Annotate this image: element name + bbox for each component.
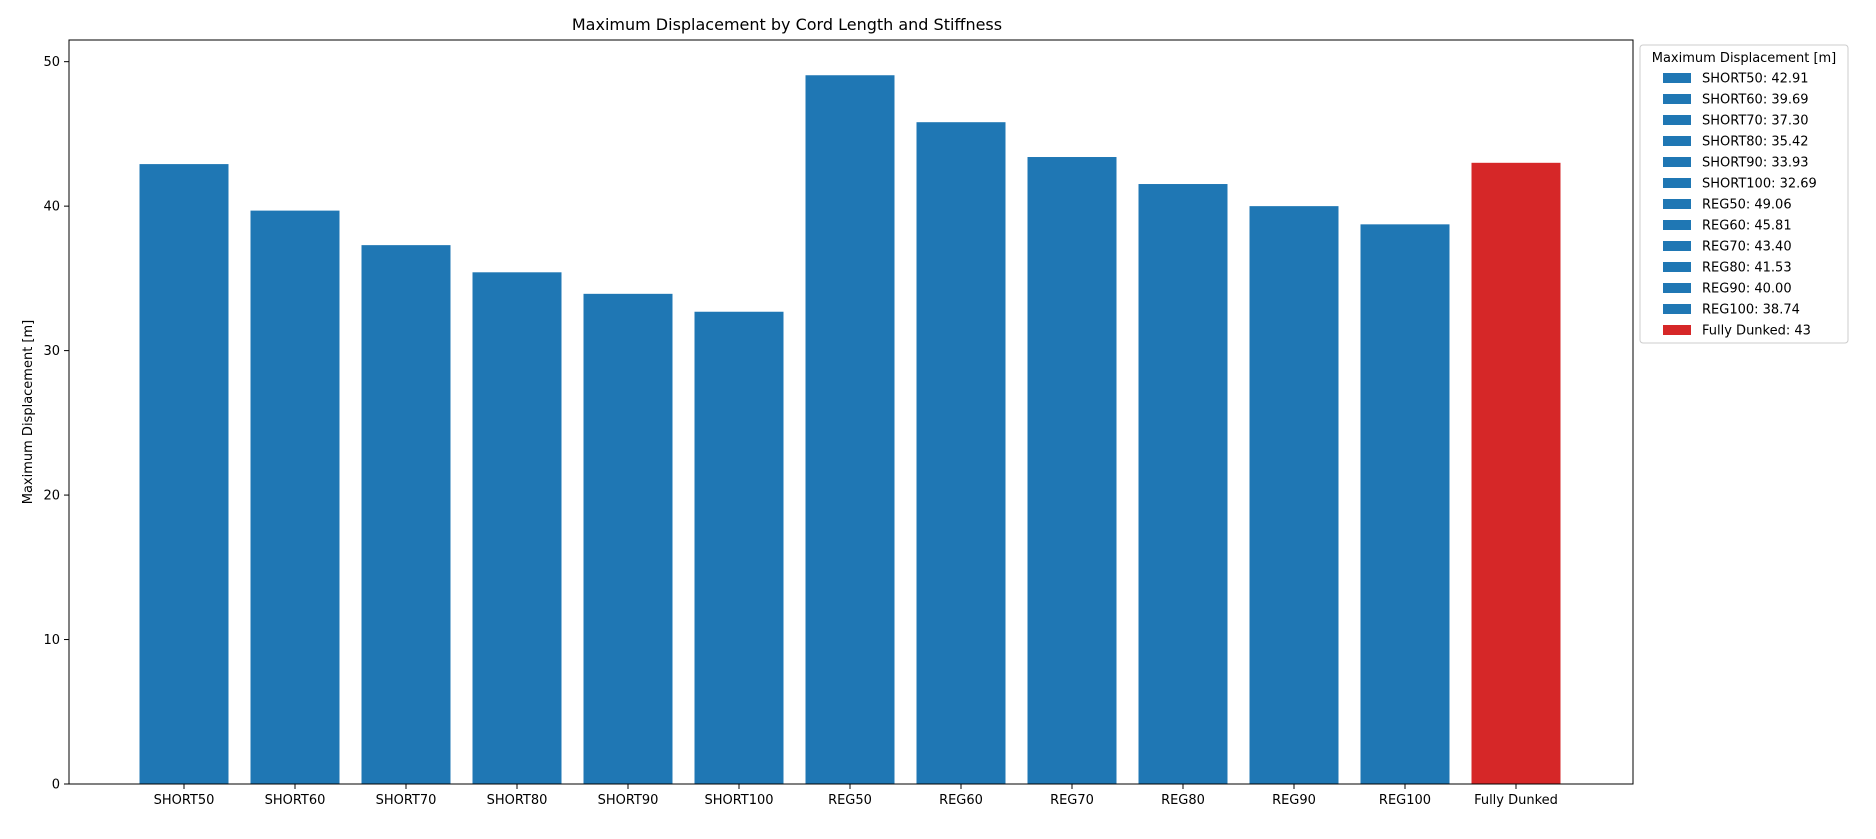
legend-entry: SHORT100: 32.69 [1702,177,1817,192]
legend-swatch [1663,178,1691,188]
x-tick-label: SHORT90 [598,793,659,808]
legend-entry: REG100: 38.74 [1702,303,1800,318]
x-tick-label: REG100 [1379,793,1431,808]
y-axis: 0 10 20 30 40 50 [43,55,69,793]
legend-items: SHORT50: 42.91 SHORT60: 39.69 SHORT70: 37.… [1663,72,1817,339]
bar-short80 [472,272,562,784]
legend-entry: REG60: 45.81 [1702,219,1792,234]
bar-short100 [694,311,784,784]
y-tick-label: 20 [43,489,60,504]
legend-entry: SHORT50: 42.91 [1702,72,1809,87]
legend-swatch [1663,220,1691,230]
bar-short50 [139,164,229,785]
legend-swatch [1663,157,1691,167]
y-tick-label: 50 [43,55,60,70]
x-tick-label: SHORT70 [376,793,437,808]
x-tick-label: SHORT60 [265,793,326,808]
legend-swatch [1663,136,1691,146]
legend-swatch [1663,94,1691,104]
bar-reg80 [1138,184,1228,784]
y-axis-label: Maximum Displacement [m] [21,320,36,505]
bar-short70 [361,245,451,784]
legend-entry: SHORT90: 33.93 [1702,156,1809,171]
plot-frame [68,39,1634,785]
bar-reg70 [1027,157,1117,784]
legend-entry: SHORT60: 39.69 [1702,93,1809,108]
legend-swatch [1663,304,1691,314]
legend-entry: Fully Dunked: 43 [1702,324,1811,339]
bar-short60 [250,210,340,785]
x-axis: SHORT50 SHORT60 SHORT70 SHORT80 SHORT90 SHORT… [154,784,1558,808]
bar-reg90 [1249,206,1339,784]
legend-swatch [1663,73,1691,83]
legend-entry: REG70: 43.40 [1702,240,1792,255]
legend-title: Maximum Displacement [m] [1652,51,1837,66]
plot-area [139,75,1561,785]
legend-entry: SHORT80: 35.42 [1702,135,1809,150]
bar-short90 [583,293,673,784]
bar-fully-dunked [1471,162,1561,785]
legend-entry: REG80: 41.53 [1702,261,1792,276]
legend-entry: REG50: 49.06 [1702,198,1792,213]
y-tick-label: 40 [43,200,60,215]
x-tick-label: REG90 [1272,793,1316,808]
legend-swatch [1663,199,1691,209]
legend-entry: REG90: 40.00 [1702,282,1792,297]
legend-swatch [1663,115,1691,125]
legend-swatch [1663,241,1691,251]
bar-reg50 [805,75,895,784]
chart-title: Maximum Displacement by Cord Length and … [572,15,1002,34]
bar-reg60 [916,122,1006,784]
x-tick-label: SHORT50 [154,793,215,808]
y-tick-label: 30 [43,344,60,359]
legend: Maximum Displacement [m] SHORT50: 42.91S… [1639,44,1849,344]
bar-reg100 [1360,224,1450,785]
x-tick-label: SHORT80 [487,793,548,808]
x-tick-label: REG50 [828,793,872,808]
y-tick-label: 0 [52,778,60,793]
x-tick-label: REG70 [1050,793,1094,808]
x-tick-label: SHORT100 [704,793,773,808]
legend-frame [1639,44,1849,344]
legend-swatch [1663,262,1691,272]
legend-entry: SHORT70: 37.30 [1702,114,1809,129]
x-tick-label: REG80 [1161,793,1205,808]
legend-swatch [1663,325,1691,335]
y-tick-label: 10 [43,633,60,648]
x-tick-label: Fully Dunked [1474,793,1558,808]
x-tick-label: REG60 [939,793,983,808]
legend-swatch [1663,283,1691,293]
